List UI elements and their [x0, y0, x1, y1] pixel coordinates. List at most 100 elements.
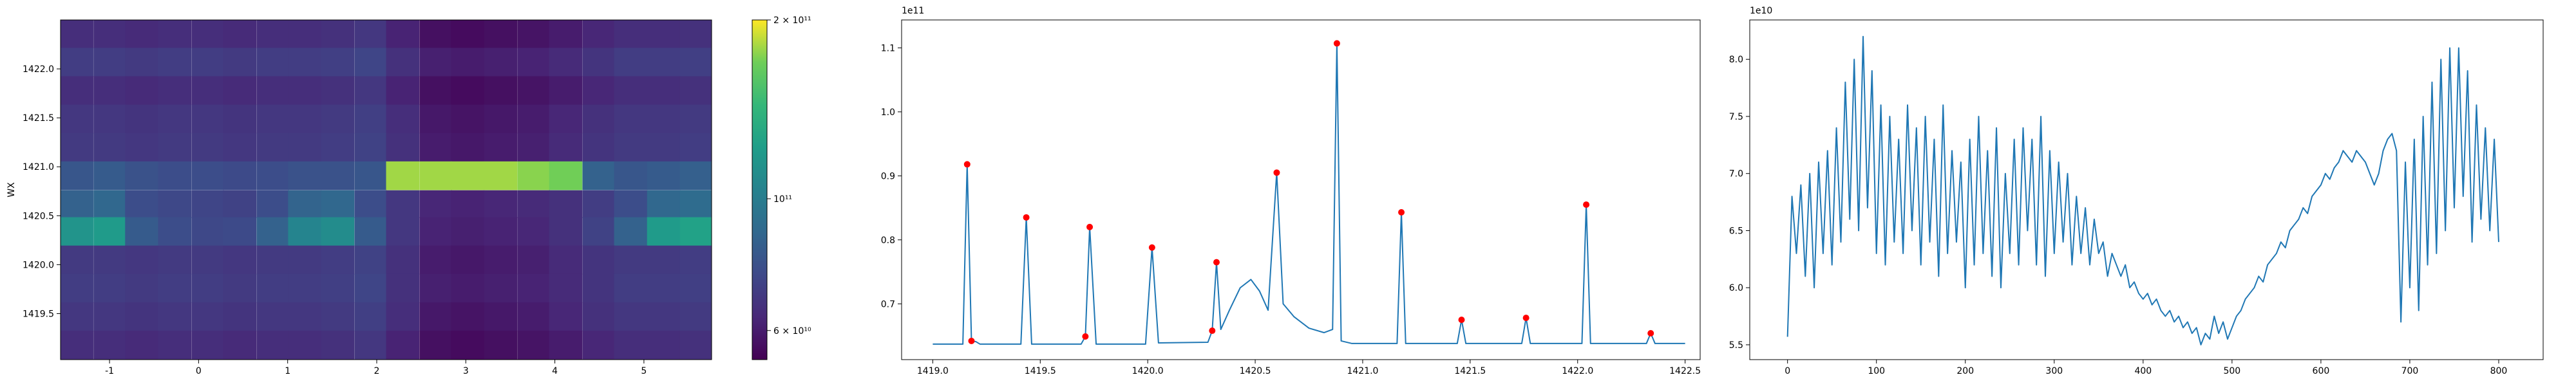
- heatmap-cell: [256, 48, 289, 77]
- heatmap-cell: [158, 161, 192, 190]
- heatmap-cell: [386, 76, 420, 106]
- heatmap-cell: [288, 161, 322, 190]
- y-tick-label: 1421.0: [23, 162, 54, 172]
- y-tick-label: 6.5: [1729, 226, 1743, 236]
- heatmap-cell: [614, 48, 648, 77]
- heatmap-cell: [517, 190, 550, 218]
- heatmap-cell: [61, 245, 93, 275]
- peak-marker: [1398, 209, 1405, 216]
- heatmap-cell: [321, 331, 355, 360]
- heatmap-cell: [158, 133, 192, 162]
- heatmap-cell: [679, 302, 712, 331]
- heatmap-cell: [614, 133, 648, 162]
- heatmap-cell: [93, 190, 126, 218]
- x-tick-label: 1421.0: [1347, 366, 1378, 376]
- heatmap-cell: [386, 133, 420, 162]
- heatmap-cell: [484, 302, 518, 331]
- heatmap-cell: [679, 331, 712, 360]
- heatmap-cell: [614, 190, 648, 218]
- heatmap-cell: [517, 76, 550, 106]
- heatmap-cell: [614, 76, 648, 106]
- y-tick-label: 7.0: [1729, 169, 1743, 179]
- heatmap-cell: [61, 161, 93, 190]
- heatmap-cell: [614, 273, 648, 303]
- y-tick-label: 8.0: [1729, 55, 1743, 65]
- heatmap-cell: [256, 273, 289, 303]
- heatmap-cell: [419, 161, 452, 190]
- data-line: [1786, 35, 2499, 345]
- heatmap-cell: [549, 133, 583, 162]
- heatmap-cell: [647, 273, 681, 303]
- heatmap-cell: [256, 20, 289, 48]
- x-tick-label: 400: [2134, 366, 2152, 376]
- heatmap-cell: [354, 331, 387, 360]
- heatmap-cell: [321, 190, 355, 218]
- x-tick-label: 800: [2490, 366, 2508, 376]
- heatmap-cell: [191, 76, 224, 106]
- heatmap-cell: [484, 48, 518, 77]
- x-tick-label: 500: [2223, 366, 2240, 376]
- heatmap-cell: [451, 331, 485, 360]
- heatmap-cell: [93, 245, 126, 275]
- peak-marker: [1458, 317, 1465, 324]
- heatmap-cell: [321, 273, 355, 303]
- heatmap-cell: [451, 190, 485, 218]
- heatmap-cell: [549, 302, 583, 331]
- heatmap-cell: [61, 302, 93, 331]
- colorbar-tick-label: 10¹¹: [773, 194, 792, 205]
- heatmap-cell: [61, 48, 93, 77]
- heatmap-cell: [61, 133, 93, 162]
- heatmap-cell: [614, 161, 648, 190]
- peak-marker: [1647, 330, 1654, 337]
- heatmap-cell: [158, 217, 192, 246]
- heatmap-cell: [288, 104, 322, 134]
- heatmap-cell: [354, 161, 387, 190]
- plot-area: [1786, 35, 2499, 345]
- heatmap-cell: [419, 331, 452, 360]
- heatmap-cell: [288, 245, 322, 275]
- peak-marker: [1082, 333, 1089, 340]
- heatmap-cell: [93, 217, 126, 246]
- heatmap-cell: [321, 76, 355, 106]
- heatmap-cell: [549, 104, 583, 134]
- heatmap-cell: [321, 20, 355, 48]
- heatmap-cell: [451, 217, 485, 246]
- heatmap-cell: [419, 302, 452, 331]
- heatmap-cell: [61, 331, 93, 360]
- heatmap-cell: [321, 133, 355, 162]
- heatmap-cell: [125, 133, 158, 162]
- y-tick-label: 1420.5: [23, 211, 54, 221]
- x-tick-label: 3: [463, 366, 469, 376]
- peak-marker: [963, 161, 971, 168]
- heatmap-cell: [647, 217, 681, 246]
- peak-marker: [1583, 201, 1590, 208]
- heatmap-cell: [582, 331, 615, 360]
- offset-label: 1e10: [1750, 6, 1772, 16]
- heatmap-cell: [517, 133, 550, 162]
- heatmap-cell: [582, 20, 615, 48]
- heatmap-cell: [582, 190, 615, 218]
- heatmap-cell: [517, 48, 550, 77]
- y-tick-label: 1421.5: [23, 113, 54, 124]
- heatmap-cell: [158, 302, 192, 331]
- heatmap-cell: [679, 217, 712, 246]
- heatmap-cell: [419, 104, 452, 134]
- heatmap-cell: [386, 104, 420, 134]
- heatmap-cell: [451, 133, 485, 162]
- axes-frame: [901, 19, 1701, 360]
- heatmap-cell: [419, 20, 452, 48]
- heatmap-cell: [158, 245, 192, 275]
- heatmap-cell: [321, 161, 355, 190]
- heatmap-cell: [191, 245, 224, 275]
- heatmap-cell: [484, 104, 518, 134]
- y-tick-label: 0.9: [881, 171, 895, 181]
- heatmap-cell: [354, 48, 387, 77]
- peak-marker: [1273, 169, 1280, 176]
- heatmap-cell: [679, 104, 712, 134]
- heatmap-cell: [256, 245, 289, 275]
- heatmap-cell: [679, 20, 712, 48]
- heatmap-cell: [288, 273, 322, 303]
- x-tick-label: 700: [2401, 366, 2419, 376]
- heatmap-cell: [614, 331, 648, 360]
- plot-area: [933, 42, 1685, 345]
